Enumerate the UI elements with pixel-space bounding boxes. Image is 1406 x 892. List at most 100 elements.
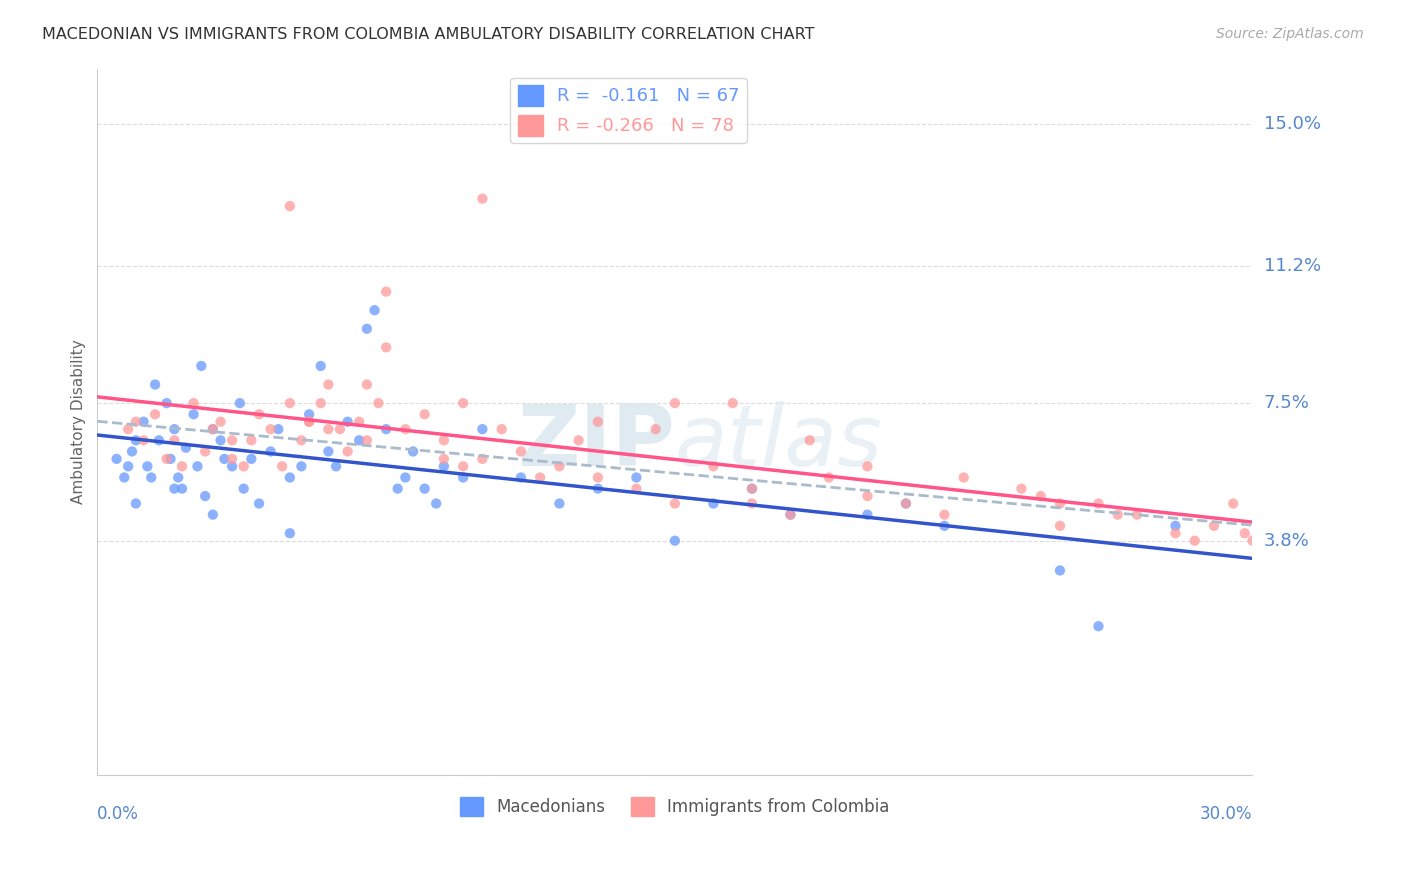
Point <box>247 407 270 421</box>
Point <box>952 470 974 484</box>
Point <box>702 459 724 474</box>
Point <box>163 434 186 448</box>
Point <box>143 377 166 392</box>
Point <box>425 496 447 510</box>
Point <box>433 451 456 466</box>
Point <box>1233 526 1256 541</box>
Point <box>375 422 398 436</box>
Point <box>325 459 347 474</box>
Text: atlas: atlas <box>675 401 883 484</box>
Point <box>1184 533 1206 548</box>
Point <box>209 434 232 448</box>
Point <box>186 459 208 474</box>
Point <box>856 459 879 474</box>
Point <box>1049 496 1071 510</box>
Point <box>1126 508 1149 522</box>
Point <box>347 434 370 448</box>
Point <box>132 415 155 429</box>
Point <box>318 444 340 458</box>
Point <box>278 199 301 213</box>
Point <box>240 434 263 448</box>
Point <box>1222 496 1244 510</box>
Point <box>1202 518 1225 533</box>
Point <box>132 434 155 448</box>
Point <box>1087 619 1109 633</box>
Point <box>491 422 513 436</box>
Point <box>183 396 205 410</box>
Point <box>394 422 416 436</box>
Point <box>433 459 456 474</box>
Point <box>626 470 648 484</box>
Point <box>318 422 340 436</box>
Text: 30.0%: 30.0% <box>1199 805 1253 823</box>
Point <box>278 526 301 541</box>
Point <box>356 434 378 448</box>
Point <box>214 451 236 466</box>
Point <box>1049 564 1071 578</box>
Point <box>363 303 385 318</box>
Point <box>209 415 232 429</box>
Point <box>112 470 135 484</box>
Point <box>471 422 494 436</box>
Point <box>1107 508 1129 522</box>
Point <box>894 496 917 510</box>
Point <box>318 377 340 392</box>
Point <box>298 415 321 429</box>
Y-axis label: Ambulatory Disability: Ambulatory Disability <box>72 339 86 504</box>
Point <box>451 396 474 410</box>
Point <box>509 444 531 458</box>
Point <box>1087 496 1109 510</box>
Point <box>818 470 841 484</box>
Point <box>167 470 190 484</box>
Point <box>548 459 571 474</box>
Point <box>201 508 224 522</box>
Point <box>105 451 128 466</box>
Point <box>170 482 193 496</box>
Point <box>271 459 294 474</box>
Point <box>451 459 474 474</box>
Point <box>586 470 609 484</box>
Point <box>548 496 571 510</box>
Point <box>183 407 205 421</box>
Point <box>375 285 398 299</box>
Point <box>194 444 217 458</box>
Point <box>329 422 352 436</box>
Point <box>347 415 370 429</box>
Point <box>141 470 163 484</box>
Point <box>664 496 686 510</box>
Point <box>387 482 409 496</box>
Legend: Macedonians, Immigrants from Colombia: Macedonians, Immigrants from Colombia <box>453 790 897 823</box>
Text: Source: ZipAtlas.com: Source: ZipAtlas.com <box>1216 27 1364 41</box>
Point <box>201 422 224 436</box>
Point <box>779 508 801 522</box>
Point <box>221 459 243 474</box>
Point <box>298 415 321 429</box>
Point <box>894 496 917 510</box>
Point <box>799 434 821 448</box>
Point <box>247 496 270 510</box>
Point <box>298 407 321 421</box>
Point <box>471 192 494 206</box>
Point <box>278 470 301 484</box>
Text: 0.0%: 0.0% <box>97 805 139 823</box>
Point <box>1164 518 1187 533</box>
Point <box>586 482 609 496</box>
Point <box>201 422 224 436</box>
Point <box>664 533 686 548</box>
Point <box>174 441 197 455</box>
Point <box>529 470 551 484</box>
Point <box>267 422 290 436</box>
Text: 11.2%: 11.2% <box>1264 257 1320 275</box>
Point <box>934 508 956 522</box>
Point <box>156 396 179 410</box>
Point <box>721 396 744 410</box>
Point <box>1010 482 1032 496</box>
Text: MACEDONIAN VS IMMIGRANTS FROM COLOMBIA AMBULATORY DISABILITY CORRELATION CHART: MACEDONIAN VS IMMIGRANTS FROM COLOMBIA A… <box>42 27 814 42</box>
Point <box>278 396 301 410</box>
Point <box>375 340 398 354</box>
Point <box>856 489 879 503</box>
Point <box>143 407 166 421</box>
Text: 7.5%: 7.5% <box>1264 394 1309 412</box>
Point <box>336 415 359 429</box>
Point <box>163 482 186 496</box>
